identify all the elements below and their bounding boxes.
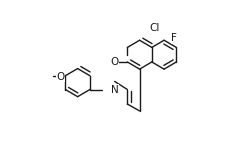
Text: N: N [111, 84, 119, 95]
Text: F: F [171, 33, 177, 43]
Text: O: O [111, 57, 119, 67]
Text: Cl: Cl [149, 22, 159, 33]
Text: O: O [57, 71, 65, 82]
